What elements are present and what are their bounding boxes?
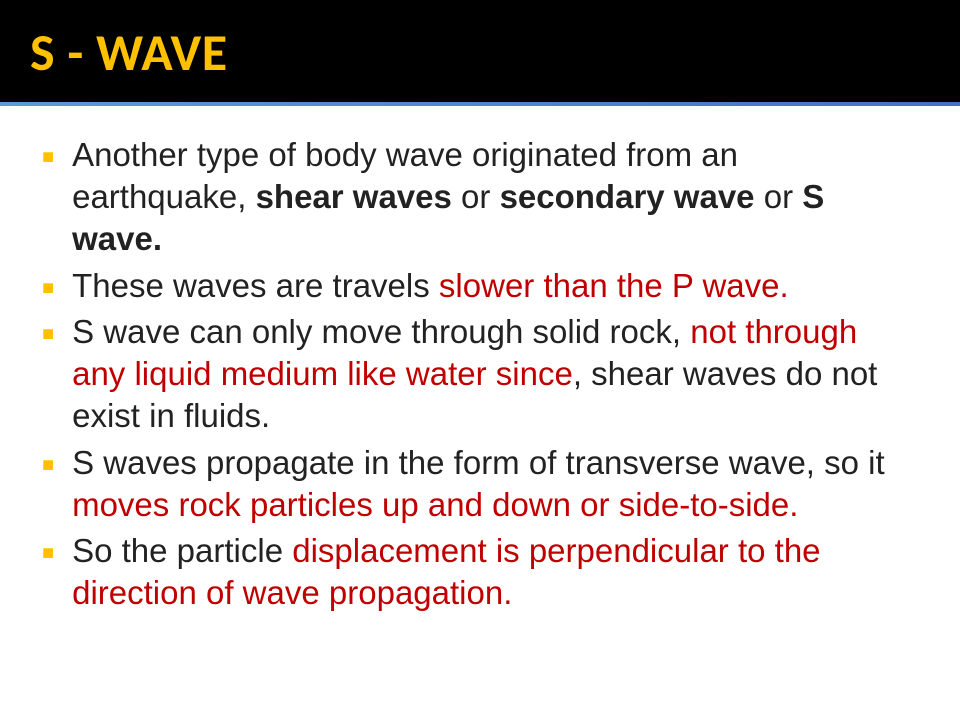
bullet-item: ■ These waves are travels slower than the…: [42, 265, 918, 307]
bullet-item: ■ S waves propagate in the form of transv…: [42, 442, 918, 526]
text-segment: slower than the P wave.: [439, 267, 789, 304]
text-segment: shear waves: [256, 178, 452, 215]
text-segment: or: [755, 178, 803, 215]
bullet-text: So the particle displacement is perpendi…: [72, 530, 918, 614]
slide-content: ■ Another type of body wave originated fr…: [0, 106, 960, 720]
text-segment: or: [452, 178, 500, 215]
bullet-marker-icon: ■: [42, 322, 54, 348]
slide: S - WAVE ■ Another type of body wave orig…: [0, 0, 960, 720]
text-segment: These waves are travels: [72, 267, 439, 304]
bullet-marker-icon: ■: [42, 453, 54, 479]
text-segment: S waves propagate in the form of transve…: [72, 444, 885, 481]
bullet-text: S wave can only move through solid rock,…: [72, 311, 918, 438]
bullet-text: S waves propagate in the form of transve…: [72, 442, 918, 526]
slide-header: S - WAVE: [0, 0, 960, 106]
bullet-text: These waves are travels slower than the …: [72, 265, 789, 307]
bullet-item: ■ Another type of body wave originated fr…: [42, 134, 918, 261]
bullet-item: ■ S wave can only move through solid rock…: [42, 311, 918, 438]
text-segment: secondary wave: [500, 178, 755, 215]
bullet-list: ■ Another type of body wave originated fr…: [42, 134, 918, 615]
text-segment: moves rock particles up and down or side…: [72, 486, 798, 523]
text-segment: So the particle: [72, 532, 292, 569]
slide-title: S - WAVE: [30, 20, 930, 84]
bullet-marker-icon: ■: [42, 541, 54, 567]
bullet-marker-icon: ■: [42, 145, 54, 171]
bullet-text: Another type of body wave originated fro…: [72, 134, 918, 261]
text-segment: S wave can only move through solid rock,: [72, 313, 690, 350]
bullet-marker-icon: ■: [42, 276, 54, 302]
bullet-item: ■ So the particle displacement is perpend…: [42, 530, 918, 614]
